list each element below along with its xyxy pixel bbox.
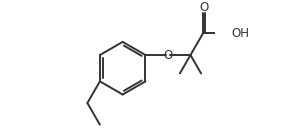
Text: OH: OH bbox=[231, 27, 249, 40]
Text: O: O bbox=[163, 49, 173, 62]
Text: O: O bbox=[199, 1, 209, 14]
